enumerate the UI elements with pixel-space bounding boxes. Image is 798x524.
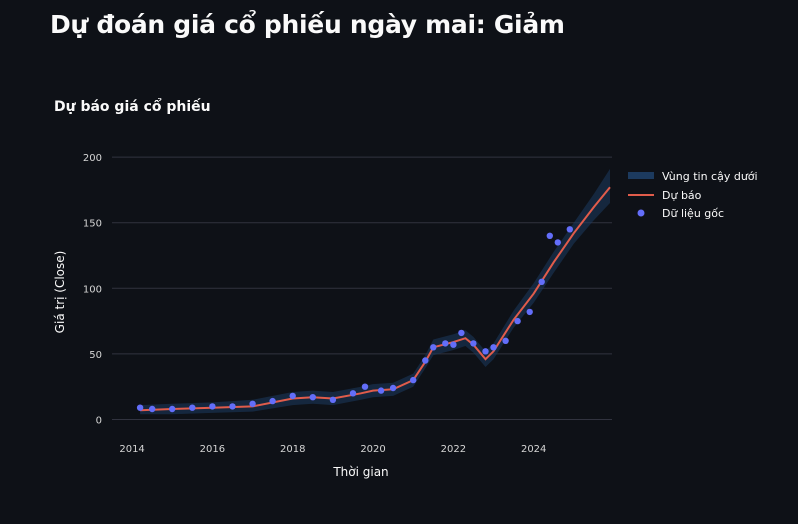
data-point: [149, 405, 156, 413]
data-point: [349, 390, 357, 397]
data-point: [309, 394, 316, 401]
x-axis-label: Thời gian: [332, 465, 388, 479]
legend-swatch-points: [637, 209, 645, 217]
data-point: [410, 376, 417, 384]
y-axis-ticks: 0 50 100 150 200: [83, 153, 102, 426]
y-tick-label: 150: [83, 219, 102, 230]
data-point: [136, 404, 144, 411]
grid-lines: [112, 156, 612, 421]
data-point: [490, 344, 497, 351]
page-title: Dự đoán giá cổ phiếu ngày mai: Giảm: [50, 10, 565, 39]
legend-swatch-band: [628, 172, 654, 179]
data-point: [546, 232, 553, 239]
data-point: [450, 341, 457, 348]
forecast-chart[interactable]: Dự báo giá cổ phiếu 2014 2016 2018 2020 2022…: [0, 80, 798, 524]
data-point: [269, 397, 276, 405]
data-point: [249, 400, 256, 407]
data-point: [289, 392, 296, 400]
x-tick-label: 2024: [521, 444, 546, 455]
data-point: [554, 239, 561, 246]
forecast-line: [140, 186, 611, 412]
data-point: [470, 340, 477, 347]
data-point: [377, 387, 385, 394]
chart-container: Dự báo giá cổ phiếu 2014 2016 2018 2020 2022…: [0, 80, 798, 524]
data-point: [482, 348, 489, 355]
chart-title: Dự báo giá cổ phiếu: [54, 98, 211, 115]
data-point: [430, 344, 437, 351]
x-tick-label: 2014: [119, 444, 144, 455]
data-point: [514, 317, 521, 325]
legend-label-points: Dữ liệu gốc: [662, 207, 724, 220]
data-point: [566, 226, 573, 233]
y-tick-label: 50: [89, 350, 102, 361]
x-tick-label: 2018: [280, 444, 305, 455]
data-point: [538, 278, 545, 285]
legend-label-band: Vùng tin cậy dưới: [662, 170, 758, 183]
confidence-band-area: [140, 168, 610, 415]
x-tick-label: 2020: [360, 444, 385, 455]
x-axis-ticks: 2014 2016 2018 2020 2022 2024: [119, 444, 546, 455]
data-point: [502, 337, 509, 344]
data-point: [169, 405, 176, 413]
y-tick-label: 100: [83, 284, 102, 295]
data-point: [442, 340, 449, 347]
data-point: [189, 404, 196, 411]
data-point: [526, 308, 533, 316]
y-axis-label: Giá trị (Close): [53, 251, 67, 334]
data-point: [361, 383, 369, 390]
x-tick-label: 2016: [200, 444, 225, 455]
data-point: [422, 357, 429, 364]
legend[interactable]: Vùng tin cậy dưới Dự báo Dữ liệu gốc: [628, 170, 758, 220]
y-tick-label: 0: [96, 416, 102, 427]
y-tick-label: 200: [83, 153, 102, 164]
confidence-band: [140, 168, 610, 415]
data-point: [458, 329, 465, 337]
data-point: [209, 403, 216, 410]
data-point: [229, 403, 236, 410]
data-point: [329, 396, 337, 403]
data-points: [136, 226, 573, 413]
legend-label-forecast: Dự báo: [662, 189, 702, 202]
forecast-line-group: [140, 186, 611, 412]
x-tick-label: 2022: [441, 444, 466, 455]
data-point: [389, 384, 397, 392]
